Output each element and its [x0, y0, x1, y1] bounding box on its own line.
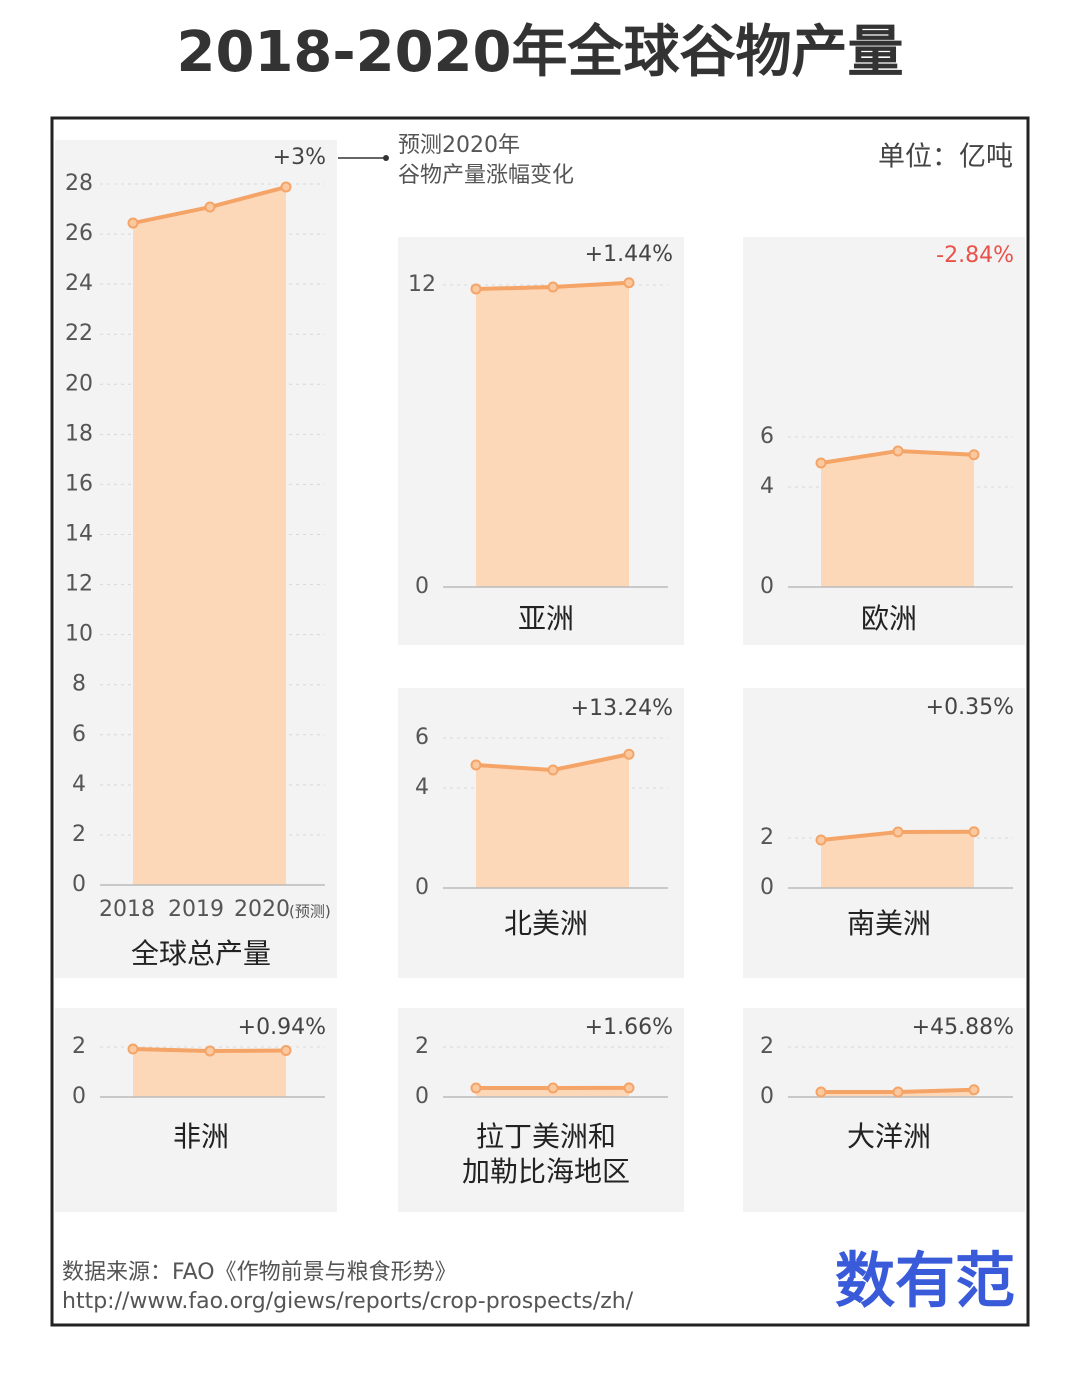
y-tick-label: 0 [760, 574, 774, 599]
panel-title: 加勒比海地区 [462, 1155, 630, 1188]
callout-dot [383, 155, 389, 161]
source: 数据来源：FAO《作物前景与粮食形势》 [62, 1260, 457, 1285]
y-tick-label: 0 [760, 875, 774, 900]
annotation: +1.44% [585, 242, 673, 267]
y-tick-label: 0 [760, 1084, 774, 1109]
point [968, 826, 980, 838]
point [470, 1082, 482, 1094]
y-tick-label: 24 [65, 271, 93, 296]
point [623, 1082, 635, 1094]
area [133, 187, 286, 886]
callout-text: 谷物产量涨幅变化 [398, 163, 574, 188]
frame [50, 116, 1030, 1327]
y-tick-label: 6 [415, 725, 429, 750]
point [892, 1086, 904, 1098]
point [127, 1043, 139, 1055]
x-tick-label: 2019 [168, 897, 224, 922]
logo: 数有范 [835, 1247, 1015, 1317]
annotation: +0.94% [238, 1015, 326, 1040]
y-tick-label: 4 [760, 474, 774, 499]
panel-title: 全球总产量 [131, 937, 271, 970]
annotation: +13.24% [571, 696, 673, 721]
y-tick-label: 16 [65, 471, 93, 496]
y-tick-label: 0 [415, 1084, 429, 1109]
point [547, 281, 559, 293]
point [204, 1045, 216, 1057]
annotation: +0.35% [926, 695, 1014, 720]
y-tick-label: 0 [72, 872, 86, 897]
area [821, 831, 974, 888]
y-tick-label: 12 [65, 572, 93, 597]
point [204, 201, 216, 213]
point [968, 1084, 980, 1096]
area [476, 754, 629, 888]
y-tick-label: 2 [760, 825, 774, 850]
source-url: http://www.fao.org/giews/reports/crop-pr… [62, 1289, 634, 1314]
main-title: 2018-2020年全球谷物产量 [177, 20, 904, 85]
point [547, 1082, 559, 1094]
unit: 单位：亿吨 [878, 142, 1013, 173]
annotation: +1.66% [585, 1015, 673, 1040]
area [133, 1049, 286, 1097]
x-tick-label: 2018 [99, 897, 155, 922]
y-tick-label: 8 [72, 672, 86, 697]
point [815, 457, 827, 469]
point [623, 277, 635, 289]
point [892, 826, 904, 838]
y-tick-label: 22 [65, 321, 93, 346]
point [815, 834, 827, 846]
point [968, 449, 980, 461]
y-tick-label: 0 [415, 875, 429, 900]
y-tick-label: 2 [72, 1034, 86, 1059]
panel-title: 大洋洲 [847, 1120, 931, 1153]
y-tick-label: 4 [415, 775, 429, 800]
x-tick-label: 2020 [234, 897, 290, 922]
y-tick-label: 20 [65, 371, 93, 396]
panel-title: 北美洲 [504, 907, 588, 940]
y-tick-label: 10 [65, 622, 93, 647]
y-tick-label: 18 [65, 421, 93, 446]
point [127, 217, 139, 229]
area [821, 451, 974, 587]
x-note: (预测) [289, 903, 331, 921]
point [547, 764, 559, 776]
panel-title: 亚洲 [518, 602, 574, 635]
panel [743, 1008, 1025, 1212]
y-tick-label: 12 [408, 272, 436, 297]
panel-title: 欧洲 [861, 602, 917, 635]
y-tick-label: 0 [72, 1084, 86, 1109]
panel-title: 南美洲 [847, 907, 931, 940]
annotation: +3% [273, 145, 326, 170]
y-tick-label: 2 [760, 1034, 774, 1059]
point [892, 445, 904, 457]
point [815, 1086, 827, 1098]
annotation: -2.84% [936, 243, 1014, 268]
callout-text: 预测2020年 [398, 133, 520, 158]
y-tick-label: 28 [65, 171, 93, 196]
y-tick-label: 6 [72, 722, 86, 747]
y-tick-label: 26 [65, 221, 93, 246]
y-tick-label: 2 [415, 1034, 429, 1059]
panel [398, 1008, 684, 1212]
point [470, 283, 482, 295]
y-tick-label: 14 [65, 522, 93, 547]
point [280, 1045, 292, 1056]
point [623, 748, 635, 760]
panel [55, 1008, 337, 1212]
y-tick-label: 2 [72, 822, 86, 847]
y-tick-label: 6 [760, 424, 774, 449]
point [280, 181, 292, 193]
y-tick-label: 0 [415, 574, 429, 599]
panel-title: 拉丁美洲和 [476, 1120, 616, 1153]
annotation: +45.88% [912, 1015, 1014, 1040]
panel-title: 非洲 [173, 1120, 229, 1153]
area [476, 282, 629, 587]
point [470, 759, 482, 771]
y-tick-label: 4 [72, 772, 86, 797]
